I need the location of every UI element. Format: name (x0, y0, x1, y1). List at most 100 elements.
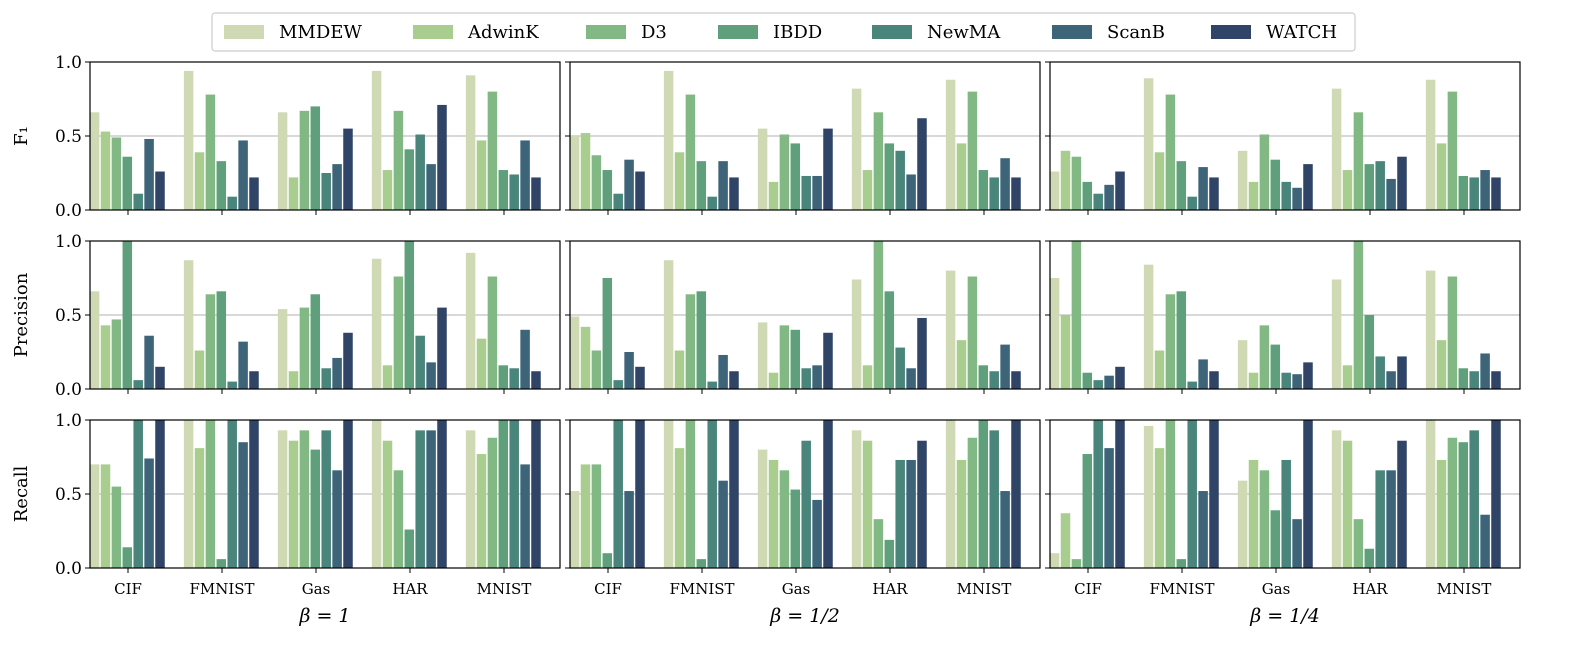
column-label-2: β = 1/4 (1249, 605, 1320, 627)
bar-f1-0-gas-watch (343, 128, 353, 210)
bar-recall-2-gas-scanb (1292, 519, 1302, 568)
bar-precision-0-gas-scanb (332, 357, 342, 389)
bar-f1-2-har-ibdd (1364, 164, 1375, 210)
bar-f1-1-mnist-d3 (967, 91, 978, 210)
bar-recall-0-fmnist-watch (249, 420, 259, 568)
bar-f1-2-gas-adwink (1248, 181, 1259, 210)
xtick-label-har: HAR (1352, 580, 1388, 598)
bar-recall-2-cif-newma (1093, 420, 1103, 568)
bar-f1-2-fmnist-mmdew (1143, 78, 1154, 210)
bar-recall-0-har-ibdd (404, 529, 415, 568)
bar-precision-2-cif-mmdew (1049, 278, 1060, 389)
bar-f1-2-gas-d3 (1259, 134, 1270, 210)
bar-recall-1-mnist-watch (1011, 420, 1021, 568)
bar-precision-1-mnist-adwink (956, 340, 967, 389)
ytick-label: 0.0 (55, 380, 82, 400)
bar-f1-2-cif-scanb (1104, 184, 1114, 210)
bar-f1-2-mnist-ibdd (1458, 175, 1469, 210)
bar-f1-2-har-newma (1375, 161, 1385, 210)
bar-precision-1-mnist-watch (1011, 371, 1021, 389)
bar-recall-2-mnist-ibdd (1458, 442, 1469, 568)
bar-f1-1-gas-scanb (812, 175, 822, 210)
bar-precision-1-gas-ibdd (790, 329, 801, 389)
bar-precision-2-har-mmdew (1331, 279, 1342, 389)
column-label-1: β = 1/2 (769, 605, 840, 627)
bar-f1-0-cif-scanb (144, 138, 154, 210)
bar-recall-0-mnist-scanb (520, 464, 530, 568)
bar-precision-2-fmnist-mmdew (1143, 264, 1154, 389)
bar-recall-1-cif-d3 (591, 464, 602, 568)
xtick-label-cif: CIF (594, 580, 622, 598)
bar-recall-0-fmnist-scanb (238, 442, 248, 568)
panel-recall-col-2: CIF FMNIST Gas HAR MNIST β = 1/4 (1045, 419, 1521, 627)
bar-precision-0-cif-d3 (111, 319, 122, 389)
legend-swatch-adwink (413, 25, 453, 39)
bar-f1-2-fmnist-watch (1209, 177, 1219, 210)
bar-f1-0-gas-scanb (332, 164, 342, 210)
bar-recall-0-fmnist-newma (227, 420, 237, 568)
bar-f1-1-cif-adwink (580, 133, 591, 210)
panel-f1-col-2 (1045, 61, 1521, 215)
bar-precision-0-har-mmdew (371, 258, 382, 389)
bar-f1-1-cif-scanb (624, 159, 634, 210)
xtick-label-gas: Gas (302, 580, 331, 598)
bar-precision-2-har-adwink (1342, 365, 1353, 389)
bar-f1-1-mnist-adwink (956, 143, 967, 210)
bar-recall-1-har-d3 (873, 519, 884, 568)
panel-f1-col-0: 0.0 0.5 1.0 (55, 53, 561, 221)
bar-f1-1-gas-ibdd (790, 143, 801, 210)
bar-precision-1-cif-scanb (624, 352, 634, 389)
bar-f1-0-har-newma (415, 134, 425, 210)
xtick-label-cif: CIF (114, 580, 142, 598)
bar-recall-1-fmnist-watch (729, 420, 739, 568)
bar-recall-1-gas-mmdew (757, 449, 768, 568)
bar-precision-0-cif-adwink (100, 325, 111, 389)
bar-f1-0-har-mmdew (371, 70, 382, 210)
bar-precision-2-fmnist-newma (1187, 381, 1197, 389)
bar-precision-1-mnist-newma (989, 371, 999, 389)
bar-f1-0-mnist-watch (531, 177, 541, 210)
bar-f1-1-mnist-ibdd (978, 170, 989, 210)
bar-precision-1-cif-newma (613, 380, 623, 389)
bar-f1-1-gas-mmdew (757, 128, 768, 210)
bar-precision-1-mnist-d3 (967, 276, 978, 389)
bar-f1-2-fmnist-ibdd (1176, 161, 1187, 210)
bar-recall-0-cif-ibdd (122, 547, 133, 568)
bar-recall-1-mnist-newma (989, 430, 999, 568)
panel-precision-col-2 (1045, 240, 1521, 394)
xtick-label-mnist: MNIST (477, 580, 532, 598)
bar-precision-2-fmnist-d3 (1165, 294, 1176, 389)
bar-recall-1-mnist-mmdew (945, 420, 956, 568)
bar-precision-2-har-d3 (1353, 241, 1364, 389)
legend-label-ibdd: IBDD (773, 22, 822, 43)
bar-recall-2-gas-ibdd (1270, 510, 1281, 568)
bar-f1-0-har-adwink (382, 170, 393, 210)
bar-f1-2-fmnist-adwink (1154, 152, 1165, 210)
bar-f1-2-gas-scanb (1292, 187, 1302, 210)
bar-f1-1-cif-ibdd (602, 170, 613, 210)
bar-recall-1-har-newma (895, 459, 905, 568)
bar-f1-2-har-mmdew (1331, 88, 1342, 210)
bar-precision-0-har-adwink (382, 365, 393, 389)
bar-f1-1-fmnist-ibdd (696, 161, 707, 210)
bar-precision-2-cif-watch (1115, 366, 1125, 389)
bar-recall-0-har-newma (415, 430, 425, 568)
bar-precision-0-har-ibdd (404, 241, 415, 389)
ytick-label: 1.0 (55, 411, 82, 431)
xtick-label-har: HAR (392, 580, 428, 598)
bar-f1-0-mnist-adwink (476, 140, 487, 210)
legend-swatch-ibdd (718, 25, 758, 39)
bar-recall-2-gas-adwink (1248, 459, 1259, 568)
bar-f1-2-cif-newma (1093, 193, 1103, 210)
bar-recall-2-fmnist-adwink (1154, 448, 1165, 568)
bar-precision-1-har-mmdew (851, 279, 862, 389)
legend-swatch-mmdew (224, 25, 264, 39)
bar-precision-0-gas-ibdd (310, 294, 321, 389)
bar-precision-0-fmnist-adwink (194, 350, 205, 389)
bar-precision-2-mnist-ibdd (1458, 368, 1469, 389)
bar-recall-0-gas-d3 (299, 430, 310, 568)
bar-f1-1-fmnist-d3 (685, 94, 696, 210)
bar-precision-0-gas-newma (321, 368, 331, 389)
ytick-label: 0.0 (55, 201, 82, 221)
bar-recall-2-mnist-d3 (1447, 437, 1458, 568)
